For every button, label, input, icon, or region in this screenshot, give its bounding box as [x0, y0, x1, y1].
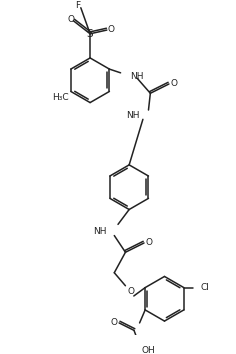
Text: F: F [76, 1, 80, 10]
Text: O: O [170, 80, 177, 88]
Text: O: O [145, 239, 152, 247]
Text: NH: NH [126, 111, 139, 120]
Text: O: O [108, 25, 115, 34]
Text: NH: NH [93, 227, 107, 236]
Text: S: S [87, 29, 93, 39]
Text: H₃C: H₃C [52, 93, 69, 102]
Text: OH: OH [141, 346, 155, 354]
Text: Cl: Cl [201, 283, 209, 292]
Text: O: O [111, 319, 118, 327]
Text: O: O [127, 287, 135, 296]
Text: NH: NH [130, 72, 143, 81]
Text: O: O [67, 15, 74, 24]
